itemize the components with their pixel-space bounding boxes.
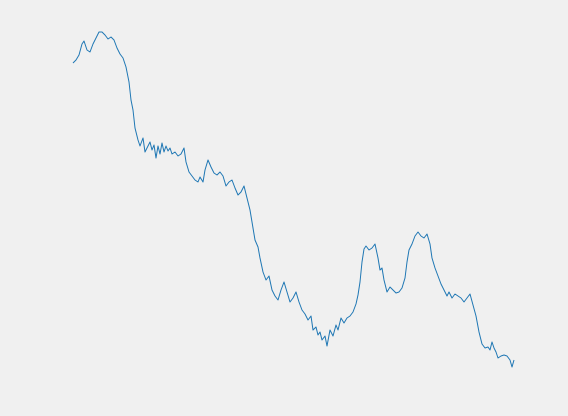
data-line [72, 31, 515, 368]
